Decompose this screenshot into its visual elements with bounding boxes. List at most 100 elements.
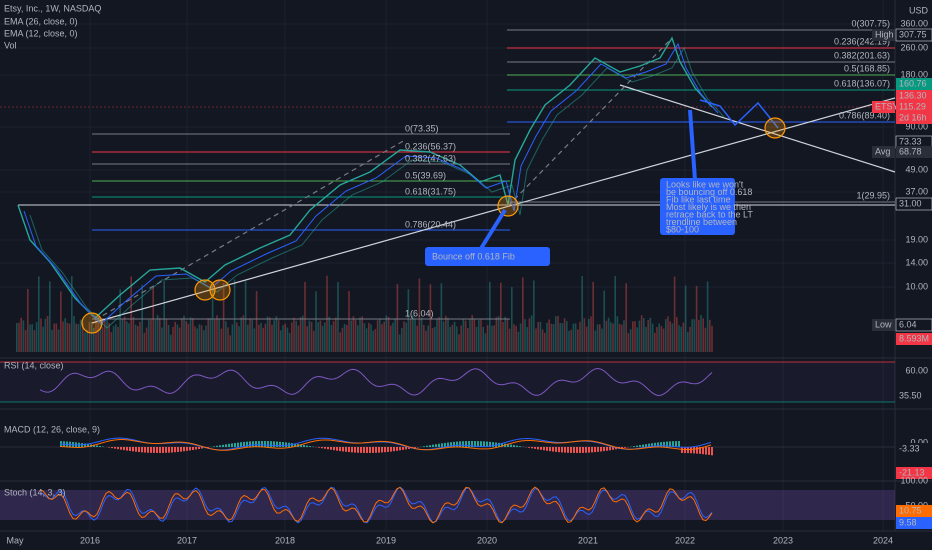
macd-hist bbox=[654, 442, 656, 447]
macd-hist bbox=[414, 447, 416, 448]
volume-bar bbox=[425, 330, 427, 352]
volume-bar bbox=[346, 324, 348, 352]
trendline bbox=[94, 139, 406, 321]
volume-bar bbox=[361, 316, 363, 352]
fib-label: 1(6.04) bbox=[405, 308, 434, 318]
volume-bar bbox=[387, 317, 390, 352]
volume-bar bbox=[328, 316, 330, 352]
volume-bar bbox=[29, 324, 31, 352]
volume-bar bbox=[42, 326, 44, 352]
macd-hist bbox=[588, 447, 590, 453]
rsi-band bbox=[0, 362, 895, 402]
volume-bar bbox=[354, 319, 357, 352]
price-badge bbox=[896, 146, 932, 158]
macd-hist bbox=[198, 447, 200, 450]
macd-hist bbox=[99, 445, 101, 447]
macd-hist bbox=[306, 445, 308, 447]
volume-bar bbox=[603, 290, 605, 352]
volume-bar bbox=[420, 317, 423, 352]
macd-hist bbox=[501, 443, 503, 447]
macd-hist bbox=[120, 447, 122, 450]
volume-bar bbox=[145, 327, 148, 352]
volume-bar bbox=[555, 316, 557, 352]
macd-hist bbox=[660, 442, 662, 447]
volume-bar bbox=[414, 319, 416, 352]
volume-bar bbox=[77, 324, 80, 352]
volume-bar bbox=[174, 321, 176, 352]
volume-bar bbox=[233, 279, 236, 352]
volume-bar bbox=[251, 319, 253, 352]
volume-bar bbox=[57, 329, 60, 352]
macd-hist bbox=[564, 447, 566, 453]
volume-bar bbox=[35, 322, 38, 352]
macd-hist bbox=[129, 447, 131, 451]
macd-hist bbox=[687, 447, 689, 454]
highlight-circle bbox=[764, 117, 786, 139]
volume-bar bbox=[38, 276, 40, 352]
annotation: Looks like we won't bbox=[666, 179, 744, 189]
macd-hist bbox=[327, 447, 329, 450]
volume-bar bbox=[249, 318, 251, 352]
macd-hist bbox=[171, 447, 173, 453]
time-tick: 2018 bbox=[275, 535, 295, 545]
volume-bar bbox=[220, 328, 223, 352]
volume-bar bbox=[40, 318, 42, 352]
volume-bar bbox=[638, 320, 641, 352]
volume-bar bbox=[141, 284, 143, 352]
volume-bar bbox=[238, 326, 240, 352]
volume-bar bbox=[508, 328, 511, 352]
macd-hist bbox=[378, 447, 380, 453]
macd-hist bbox=[693, 447, 695, 454]
macd-hist bbox=[708, 447, 710, 455]
macd-hist bbox=[480, 441, 482, 447]
macd-hist bbox=[393, 447, 395, 452]
macd-hist bbox=[108, 447, 110, 448]
volume-bar bbox=[308, 320, 311, 352]
volume-bar bbox=[288, 333, 291, 352]
volume-bar bbox=[27, 288, 29, 352]
volume-bar bbox=[341, 327, 344, 352]
volume-bar bbox=[167, 325, 170, 352]
volume-bar bbox=[247, 324, 249, 352]
macd-hist bbox=[231, 443, 233, 447]
volume-bar bbox=[123, 316, 126, 352]
volume-bar bbox=[563, 318, 566, 352]
price-badge bbox=[895, 28, 932, 42]
panel-badge bbox=[896, 517, 932, 529]
volume-bar bbox=[412, 315, 414, 352]
macd-hist bbox=[342, 447, 344, 452]
macd-hist bbox=[621, 447, 623, 449]
volume-bar bbox=[482, 327, 484, 352]
panel-badge bbox=[896, 467, 932, 479]
volume-bar bbox=[592, 281, 594, 352]
panel-tick: 100.00 bbox=[900, 475, 928, 485]
volume-bar bbox=[227, 327, 229, 352]
volume-bar bbox=[317, 322, 319, 352]
volume-bar bbox=[88, 322, 91, 352]
macd-hist bbox=[459, 441, 461, 447]
volume-bar bbox=[93, 328, 95, 352]
badge-tag bbox=[872, 319, 895, 331]
macd-hist bbox=[678, 441, 680, 447]
volume-bar bbox=[86, 329, 88, 352]
macd-hist bbox=[405, 447, 407, 450]
volume-bar bbox=[266, 316, 269, 352]
volume-bar bbox=[337, 281, 339, 352]
volume-bar bbox=[150, 319, 152, 352]
time-tick: 2023 bbox=[773, 535, 793, 545]
macd-hist bbox=[591, 447, 593, 453]
marks bbox=[0, 29, 896, 524]
volume-bar bbox=[629, 329, 632, 352]
macd-hist bbox=[168, 447, 170, 453]
macd-hist bbox=[375, 447, 377, 453]
macd-hist bbox=[657, 442, 659, 447]
price-tick: 14.00 bbox=[905, 257, 928, 267]
volume-bar bbox=[196, 328, 198, 352]
macd-hist bbox=[600, 447, 602, 452]
volume-bar bbox=[161, 327, 163, 352]
volume-bar bbox=[392, 322, 394, 352]
price-badge bbox=[896, 78, 932, 90]
macd-hist bbox=[135, 447, 137, 452]
macd-hist bbox=[144, 447, 146, 453]
volume-bar bbox=[203, 330, 205, 352]
